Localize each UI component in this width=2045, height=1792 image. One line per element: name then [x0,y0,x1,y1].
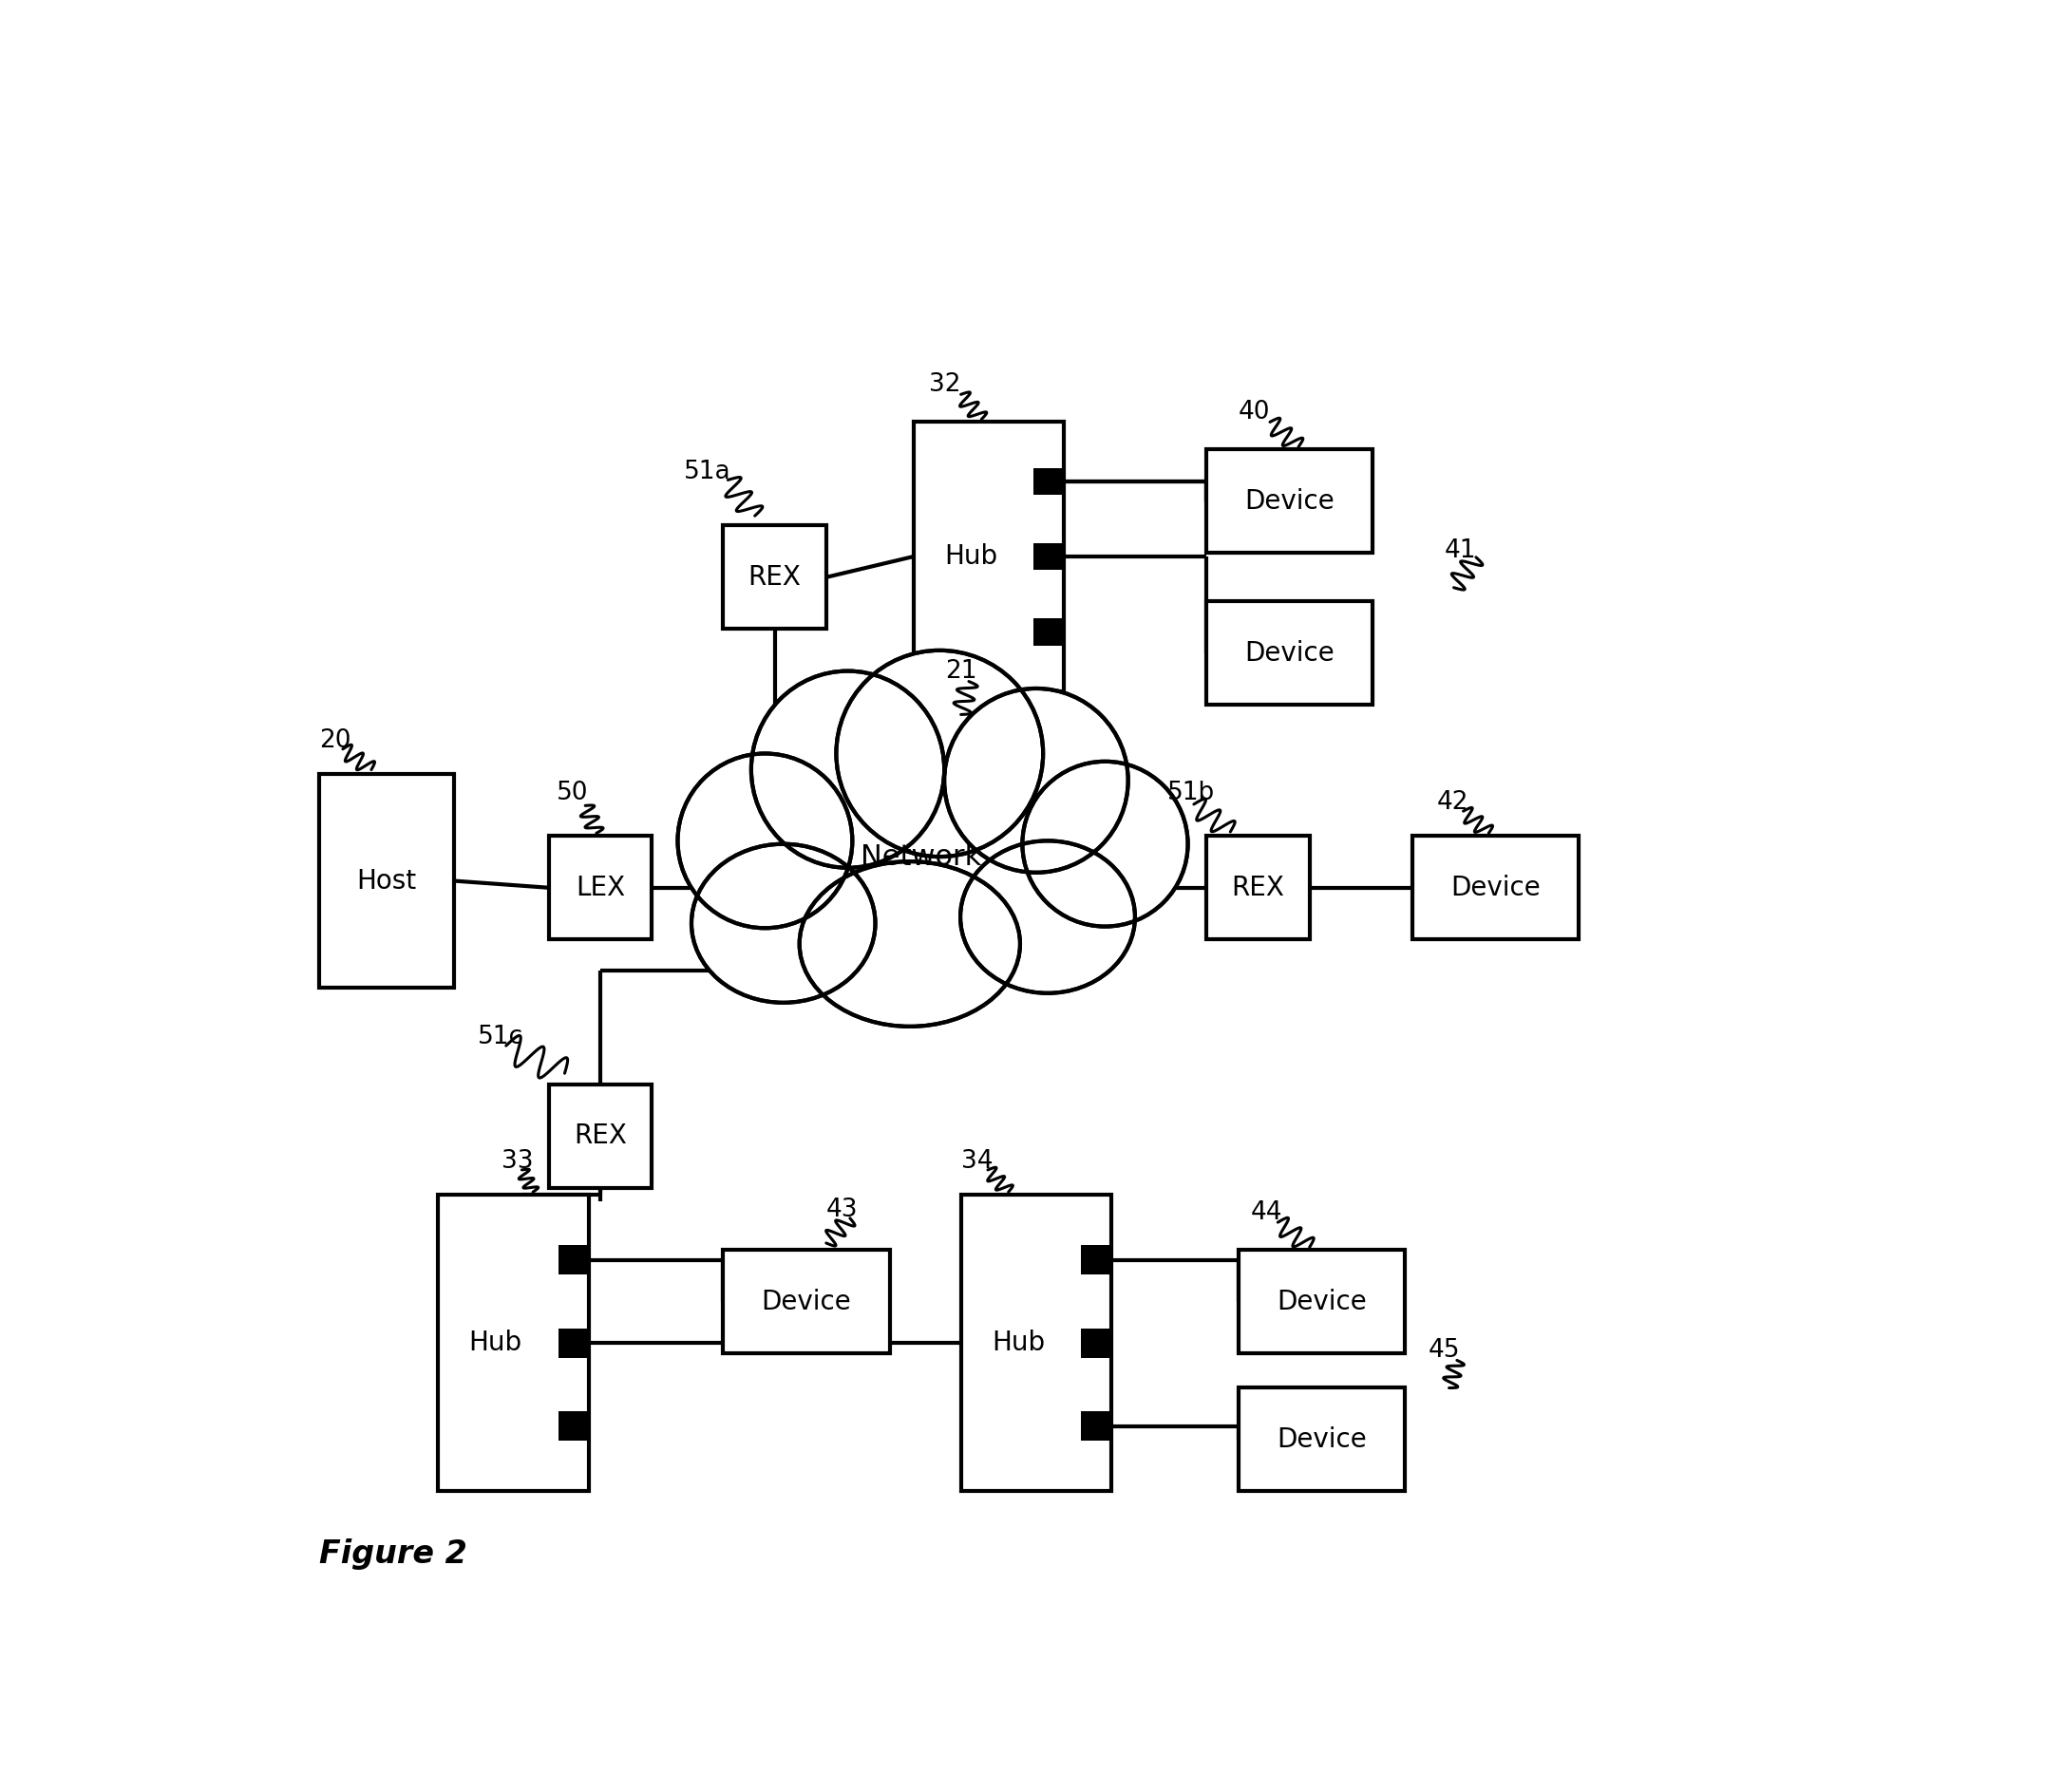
Text: 41: 41 [1444,538,1476,563]
Bar [1082,1245,1112,1274]
Text: 40: 40 [1239,400,1270,425]
Text: Device: Device [1245,640,1335,667]
Bar [438,1195,589,1491]
Text: 34: 34 [961,1149,992,1174]
Text: Device: Device [1276,1288,1366,1315]
Bar [319,774,454,987]
Text: REX: REX [575,1124,628,1149]
Bar [724,1251,890,1353]
Text: REX: REX [748,564,802,591]
Ellipse shape [751,670,945,867]
Bar [738,785,1104,944]
Text: 50: 50 [556,781,589,806]
Text: Device: Device [1245,487,1335,514]
Text: REX: REX [1231,874,1284,901]
Bar [1035,618,1063,645]
Bar [1413,835,1579,939]
Ellipse shape [800,862,1020,1027]
Bar [1239,1387,1405,1491]
Text: Hub: Hub [992,1330,1045,1357]
Text: Host: Host [356,867,417,894]
Text: LEX: LEX [575,874,626,901]
Bar [1035,543,1063,570]
Bar [1207,835,1309,939]
Text: 33: 33 [501,1149,534,1174]
Bar [548,835,652,939]
Bar [914,421,1063,692]
Ellipse shape [1022,762,1188,926]
Text: Device: Device [761,1288,851,1315]
Bar [1207,450,1372,554]
Text: Hub: Hub [468,1330,521,1357]
Bar [558,1412,589,1441]
Text: Hub: Hub [945,543,998,570]
Bar [558,1245,589,1274]
Ellipse shape [677,753,853,928]
Bar [1082,1328,1112,1358]
Text: Figure 2: Figure 2 [319,1539,466,1570]
Ellipse shape [961,840,1135,993]
Ellipse shape [945,688,1129,873]
Bar [1082,1412,1112,1441]
Bar [548,1084,652,1188]
Text: Device: Device [1276,1426,1366,1453]
Bar [558,1328,589,1358]
Text: Device: Device [1450,874,1540,901]
Text: 44: 44 [1252,1201,1282,1226]
Ellipse shape [836,650,1043,857]
Bar [724,525,826,629]
Ellipse shape [691,844,875,1004]
Text: 32: 32 [928,373,961,398]
Text: 21: 21 [945,659,978,685]
Bar [1035,468,1063,495]
Text: 51c: 51c [479,1025,524,1050]
Bar [1207,602,1372,704]
Text: 42: 42 [1436,790,1468,815]
Bar [961,1195,1112,1491]
Text: 51a: 51a [683,459,730,484]
Text: 51b: 51b [1168,781,1215,806]
Text: 43: 43 [826,1197,859,1222]
Text: 45: 45 [1427,1339,1460,1364]
Bar [1239,1251,1405,1353]
Text: 20: 20 [319,729,352,753]
Text: Network: Network [861,842,982,871]
